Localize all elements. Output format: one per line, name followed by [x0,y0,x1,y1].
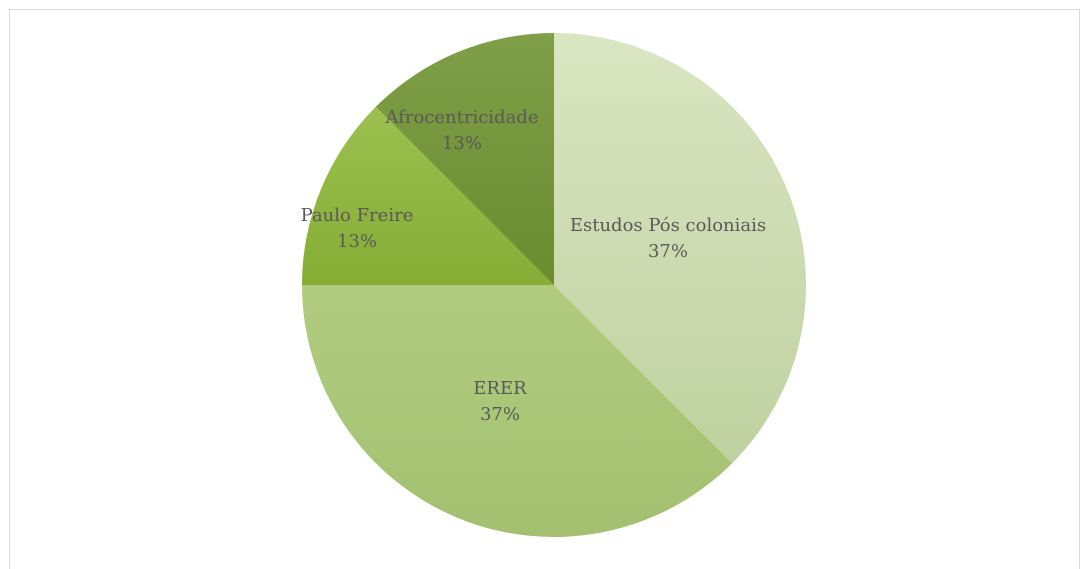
slice-percent-label: 37% [480,404,520,425]
pie-slice-estudos-p-s-coloniais [554,33,807,464]
slice-percent-label: 13% [337,231,377,252]
pie-slice-afrocentricidade [375,32,554,285]
chart-area [9,9,1080,569]
pie-slice-erer [302,285,733,538]
slice-label: Paulo Freire [301,205,414,226]
slice-label: ERER [473,378,527,399]
slice-percent-label: 37% [648,241,688,262]
slice-percent-label: 13% [442,133,482,154]
slice-label: Afrocentricidade [385,107,539,128]
pie-slice-paulo-freire [302,106,554,286]
slice-label: Estudos Pós coloniais [570,215,766,236]
